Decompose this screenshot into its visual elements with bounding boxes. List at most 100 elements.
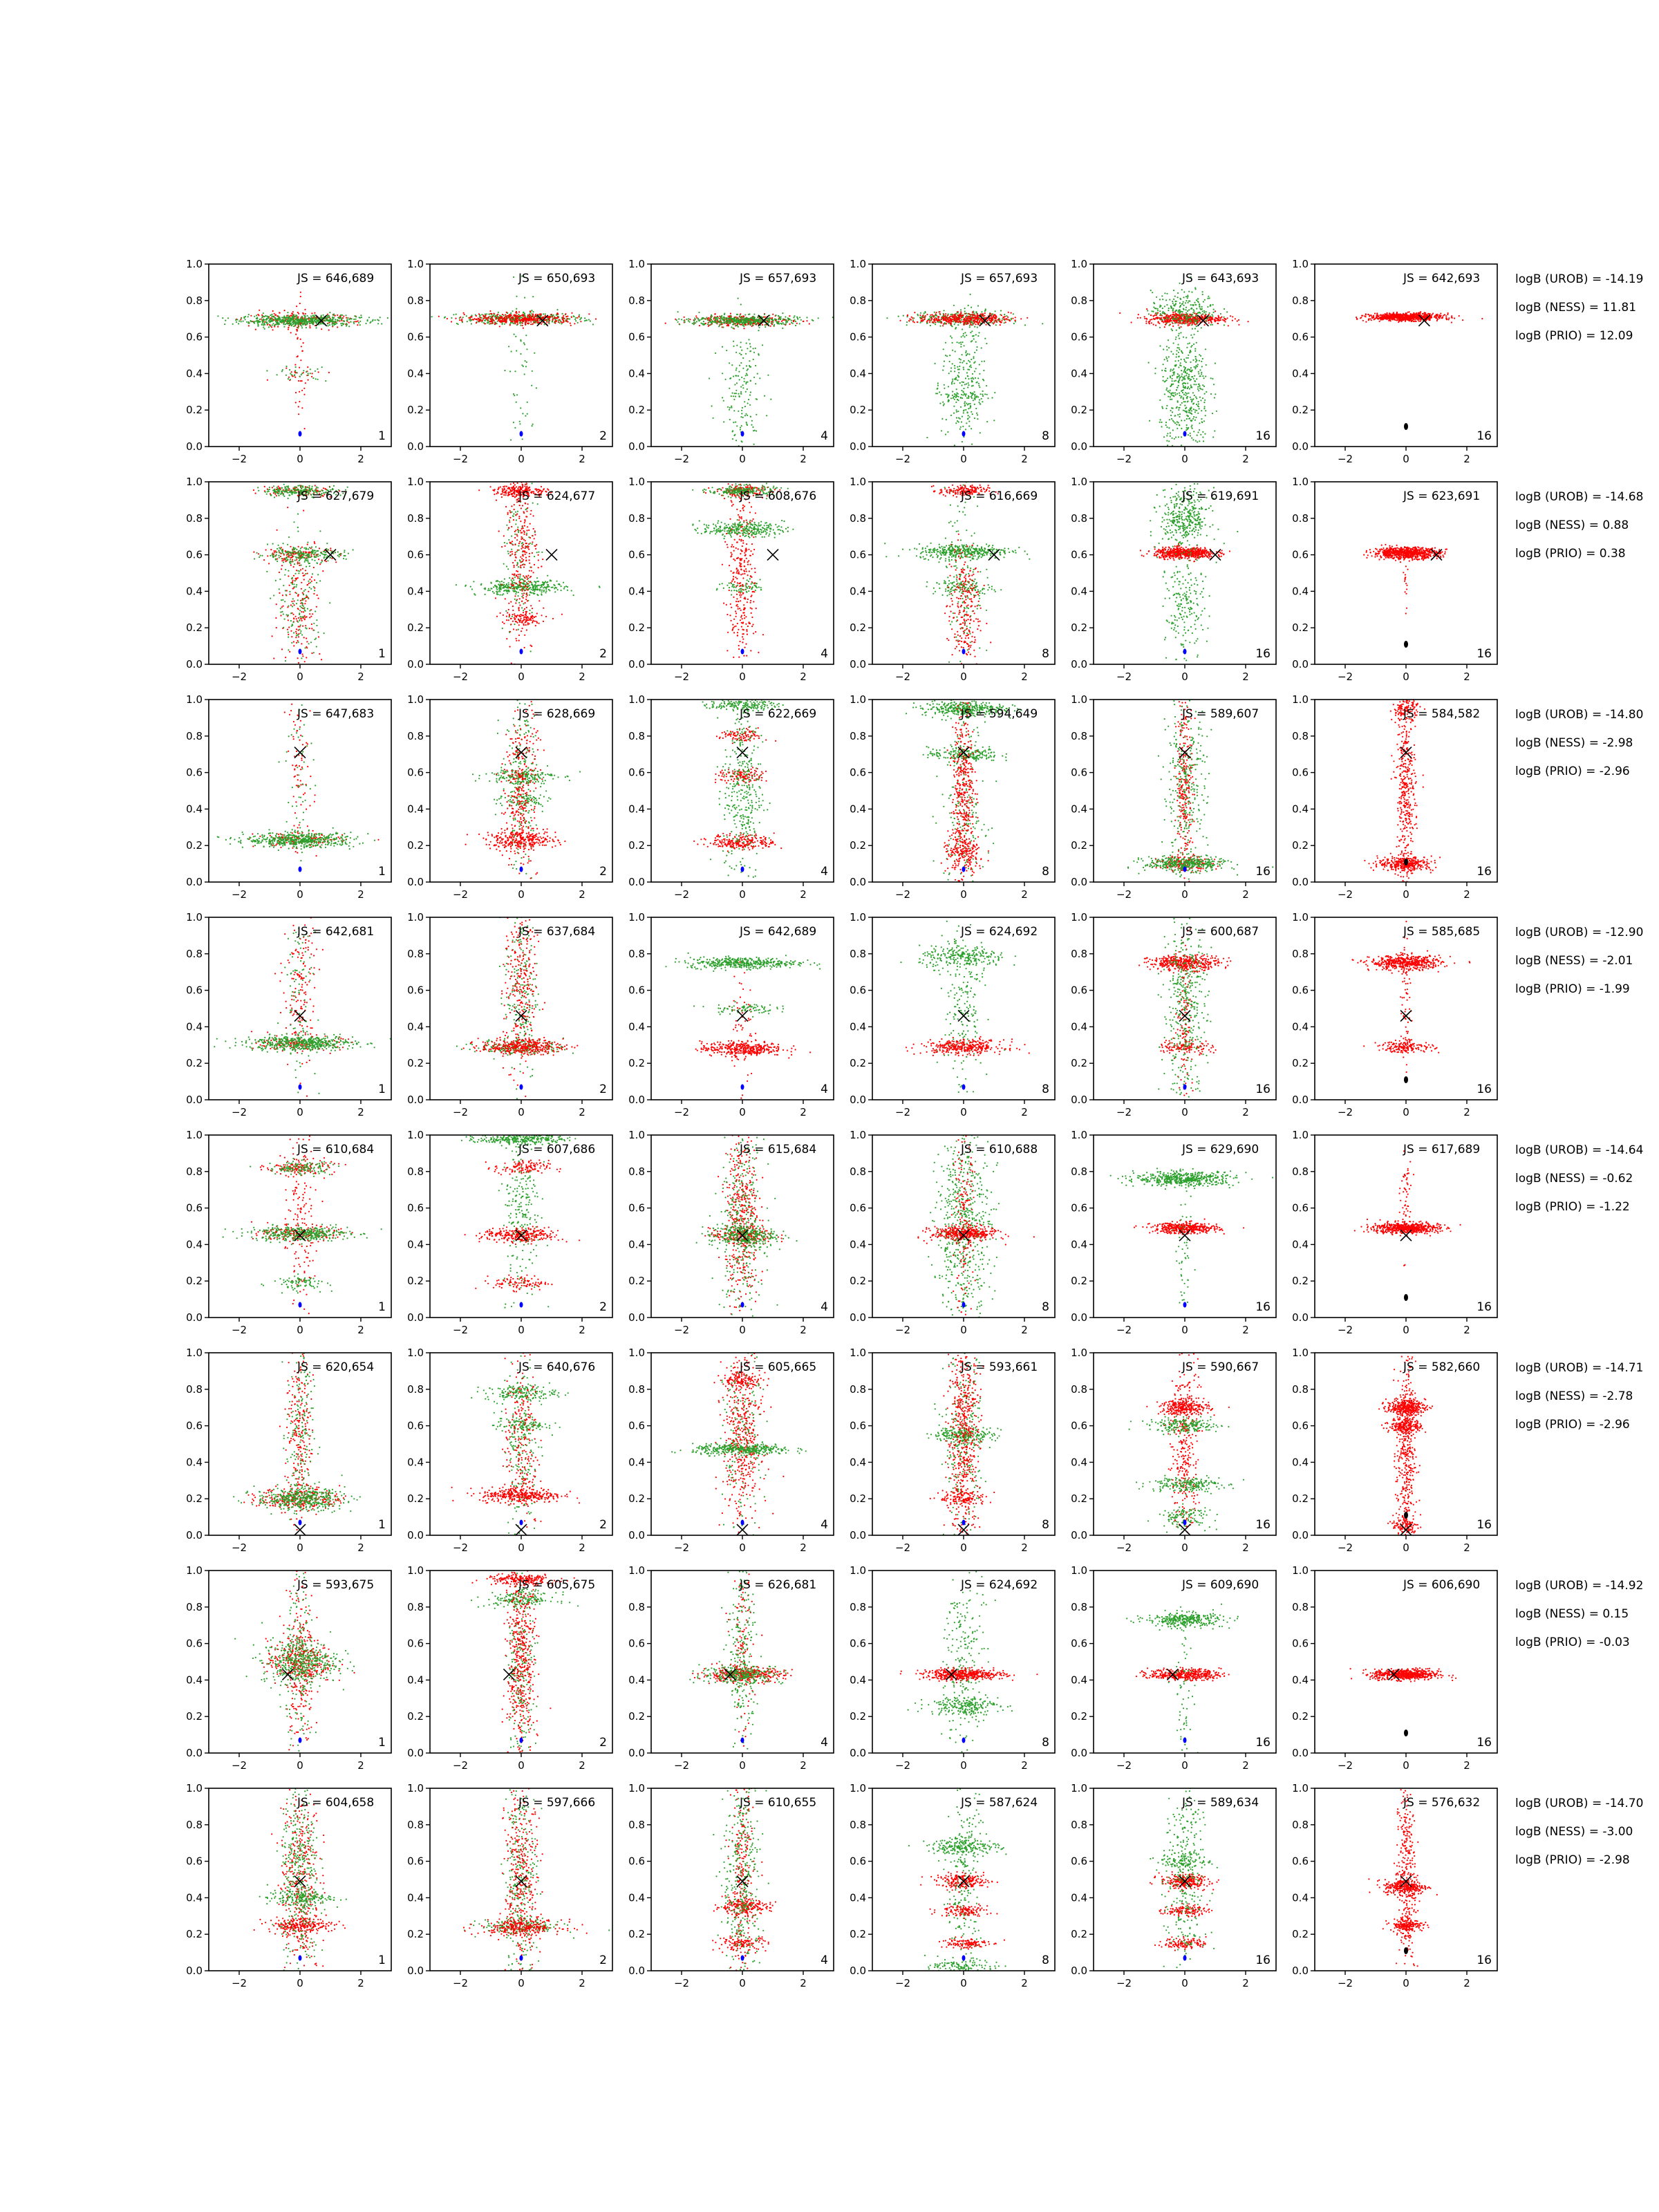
green-point <box>688 318 690 320</box>
red-point <box>1168 319 1170 321</box>
green-point <box>328 315 330 317</box>
red-point <box>302 312 304 314</box>
green-point <box>1165 299 1168 301</box>
axes-frame <box>872 263 1056 447</box>
green-point <box>1178 424 1181 426</box>
green-point <box>1180 332 1182 334</box>
green-point <box>966 315 968 317</box>
green-point <box>757 320 760 322</box>
red-point <box>922 315 924 317</box>
green-point <box>966 375 968 377</box>
green-point <box>977 335 980 337</box>
green-point <box>1197 319 1199 321</box>
green-point <box>321 317 324 319</box>
green-point <box>969 293 971 295</box>
green-point <box>1197 388 1199 390</box>
red-point <box>964 322 966 324</box>
green-point <box>1214 362 1216 364</box>
red-point <box>497 313 499 315</box>
green-point <box>693 320 695 322</box>
red-point <box>487 319 489 321</box>
green-point <box>1190 407 1192 409</box>
green-point <box>731 406 733 409</box>
green-point <box>519 423 521 425</box>
green-point <box>285 365 288 368</box>
green-point <box>732 430 734 432</box>
green-point <box>1183 382 1185 384</box>
green-point <box>959 418 961 420</box>
green-point <box>767 374 769 376</box>
green-point <box>1188 373 1190 375</box>
green-point <box>1211 413 1214 415</box>
green-point <box>1172 309 1174 311</box>
red-point <box>258 315 260 317</box>
green-point <box>1184 378 1186 380</box>
green-point <box>523 342 525 344</box>
green-point <box>1153 306 1155 308</box>
red-point <box>926 321 928 323</box>
red-point <box>296 330 298 332</box>
green-point <box>764 324 766 326</box>
red-point <box>287 328 290 330</box>
green-point <box>951 341 953 344</box>
green-point <box>331 319 333 321</box>
green-point <box>966 422 968 424</box>
green-point <box>243 317 245 319</box>
green-point <box>782 312 784 315</box>
red-point <box>1188 324 1190 326</box>
green-point <box>735 321 738 324</box>
green-point <box>1201 421 1203 423</box>
green-point <box>516 324 518 326</box>
green-point <box>510 350 512 353</box>
green-point <box>984 337 986 339</box>
red-point <box>939 312 941 315</box>
green-point <box>1190 367 1192 369</box>
red-point <box>478 318 480 320</box>
red-point <box>498 326 500 328</box>
green-point <box>1185 375 1188 377</box>
x-tick-label: 0 <box>297 453 303 465</box>
green-point <box>1161 295 1163 297</box>
green-point <box>955 377 957 379</box>
green-point <box>222 317 224 319</box>
green-point <box>735 389 738 391</box>
red-point <box>529 318 531 320</box>
green-point <box>1154 367 1156 370</box>
red-point <box>446 317 449 320</box>
red-point <box>471 319 474 321</box>
green-point <box>968 384 970 386</box>
green-point <box>294 374 296 376</box>
green-point <box>287 378 289 380</box>
red-point <box>1004 318 1006 320</box>
green-point <box>1163 348 1165 350</box>
red-point <box>968 312 970 315</box>
green-point <box>1196 308 1198 310</box>
green-point <box>970 341 972 343</box>
red-point <box>532 315 534 317</box>
green-point <box>1185 306 1188 308</box>
green-point <box>1166 317 1168 319</box>
red-point <box>337 326 339 328</box>
red-point <box>268 324 271 326</box>
green-point <box>370 321 372 323</box>
red-point <box>960 311 962 313</box>
green-point <box>1205 410 1207 412</box>
green-point <box>753 320 755 323</box>
green-point <box>715 352 717 354</box>
green-point <box>741 413 743 415</box>
green-point <box>1174 318 1177 320</box>
green-point <box>1194 356 1197 358</box>
green-point <box>1042 323 1044 325</box>
red-point <box>698 325 701 327</box>
green-point <box>986 342 988 345</box>
green-point <box>1175 389 1178 391</box>
green-point <box>295 322 297 324</box>
green-point <box>299 375 301 377</box>
green-point <box>963 360 965 362</box>
green-point <box>308 317 310 319</box>
green-point <box>1186 393 1188 395</box>
green-point <box>714 320 716 322</box>
green-point <box>1170 384 1172 386</box>
green-point <box>775 319 777 321</box>
green-point <box>1171 407 1173 409</box>
